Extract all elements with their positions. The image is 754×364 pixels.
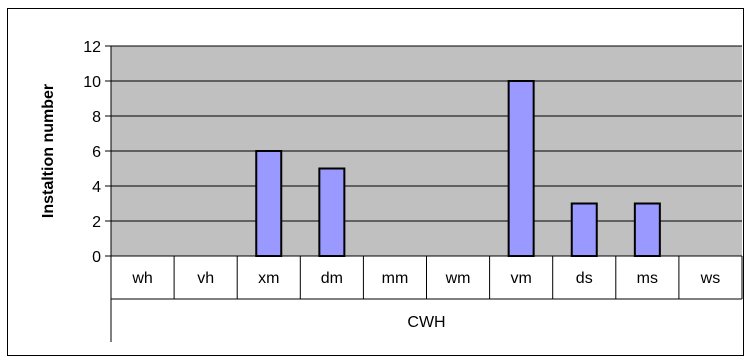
x-tick-label: dm — [321, 270, 343, 287]
x-tick-label: ms — [637, 270, 658, 287]
y-tick-label: 0 — [92, 249, 101, 266]
x-group-label: CWH — [407, 314, 445, 331]
bar-ms — [633, 202, 661, 257]
x-tick-label: ws — [700, 270, 721, 287]
x-tick-label: vh — [197, 270, 214, 287]
bar-vm — [507, 80, 535, 257]
y-tick-label: 4 — [92, 179, 101, 196]
x-tick-label: wh — [131, 270, 152, 287]
bar-xm — [255, 150, 283, 257]
bar-dm — [318, 167, 346, 257]
axes — [105, 45, 743, 342]
x-tick-label: mm — [382, 270, 409, 287]
y-tick-label: 10 — [83, 74, 101, 91]
y-tick-label: 2 — [92, 214, 101, 231]
y-axis-title: Instaltion number — [40, 84, 57, 218]
bar-ds — [570, 202, 598, 257]
x-tick-labels: wh vh xm dm mm wm vm ds ms ws — [131, 270, 720, 287]
x-tick-label: wm — [445, 270, 471, 287]
y-tick-label: 6 — [92, 144, 101, 161]
y-tick-label: 12 — [83, 39, 101, 56]
x-tick-label: vm — [510, 270, 531, 287]
x-tick-label: xm — [258, 270, 279, 287]
y-tick-label: 8 — [92, 109, 101, 126]
y-tick-labels: 0 2 4 6 8 10 12 — [83, 39, 101, 266]
x-tick-label: ds — [576, 270, 593, 287]
gridlines — [111, 45, 742, 222]
